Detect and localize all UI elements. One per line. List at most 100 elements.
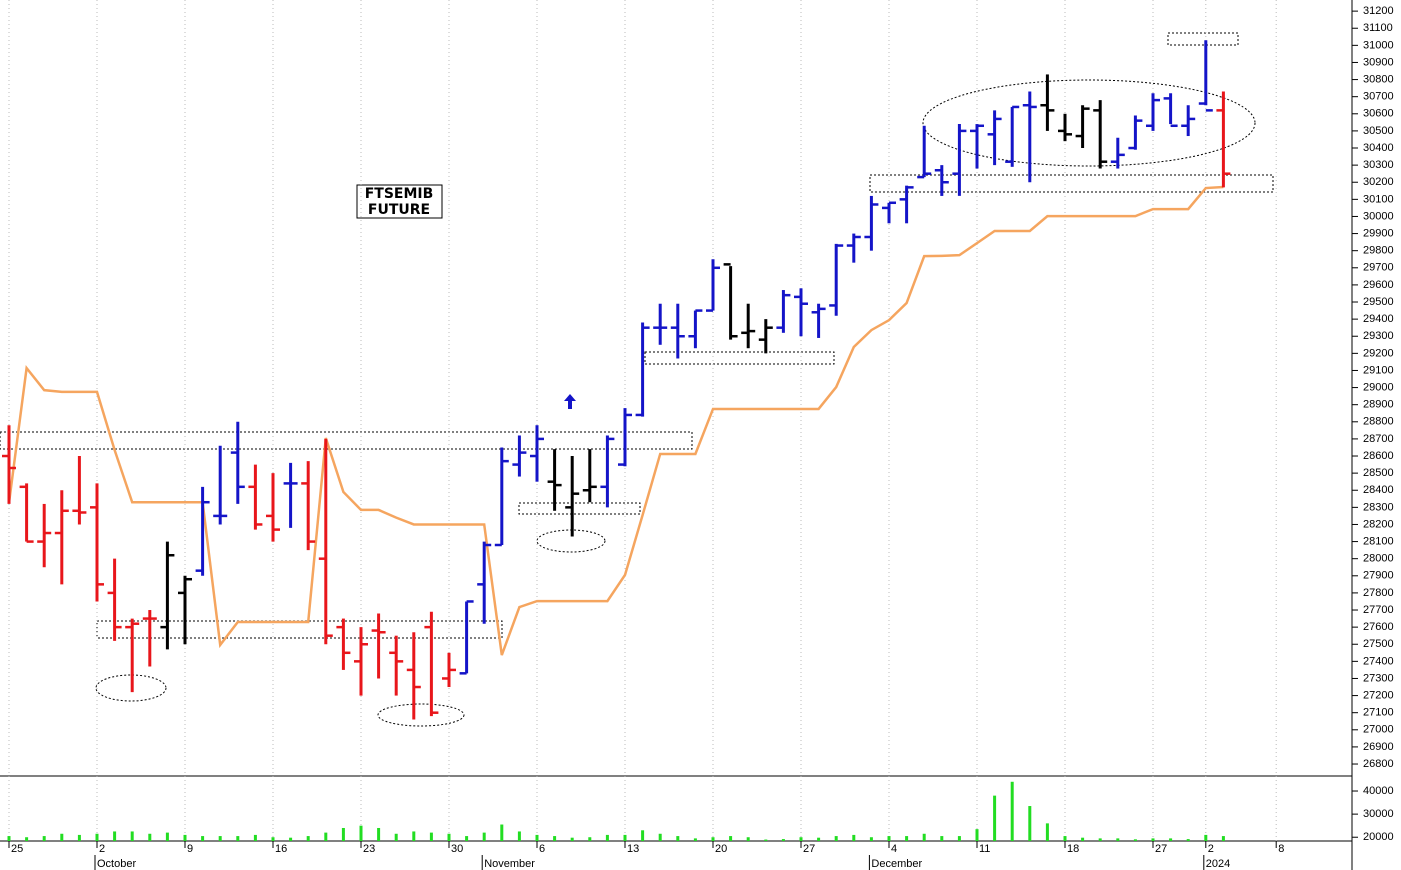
highlight-ellipse — [95, 674, 167, 702]
volume-bar — [289, 837, 293, 841]
volume-bar — [729, 836, 733, 841]
volume-bar — [130, 831, 134, 841]
volume-bar — [42, 836, 46, 841]
y-tick-label: 28400 — [1363, 484, 1394, 496]
y-tick-label: 27400 — [1363, 655, 1394, 667]
support-box — [644, 351, 835, 365]
y-tick-label: 29900 — [1363, 227, 1394, 239]
volume-bar — [799, 837, 803, 841]
volume-bar — [746, 837, 750, 841]
volume-bar — [1028, 806, 1032, 841]
x-tick-label: 16 — [275, 843, 287, 855]
x-tick-label: 11 — [979, 843, 990, 855]
annotations — [0, 32, 1274, 727]
volume-bar — [465, 836, 469, 841]
y-tick-label: 28200 — [1363, 518, 1394, 530]
volume-bar — [1221, 836, 1225, 841]
x-tick-label: 18 — [1067, 843, 1079, 855]
volume-tick-label: 40000 — [1363, 785, 1394, 797]
volume-bar — [781, 839, 785, 841]
volume-bar — [148, 833, 152, 841]
volume-bar — [957, 836, 961, 841]
y-tick-label: 28100 — [1363, 535, 1394, 547]
volume-bar — [218, 836, 222, 841]
y-tick-label: 27600 — [1363, 621, 1394, 633]
volume-bar — [693, 838, 697, 841]
support-box — [869, 174, 1274, 193]
y-tick-label: 30600 — [1363, 108, 1394, 120]
y-tick-label: 27500 — [1363, 638, 1394, 650]
volume-bar — [306, 836, 310, 841]
x-tick-label: 25 — [11, 843, 23, 855]
support-box — [518, 502, 641, 515]
support-box — [96, 620, 503, 639]
volume-bar — [236, 836, 240, 841]
volume-bar — [1151, 838, 1155, 841]
volume-bar — [500, 824, 504, 841]
month-label: 2024 — [1206, 858, 1230, 870]
y-tick-label: 29800 — [1363, 245, 1394, 257]
y-tick-label: 27200 — [1363, 689, 1394, 701]
volume-bar — [975, 829, 979, 841]
y-tick-label: 31100 — [1363, 22, 1393, 34]
volume-bar — [271, 837, 275, 841]
y-tick-label: 28700 — [1363, 433, 1394, 445]
volume-bar — [852, 834, 856, 841]
volume-bar — [1186, 839, 1190, 841]
stop-line — [7, 185, 1224, 656]
x-tick-label: 2 — [99, 843, 105, 855]
x-tick-label: 6 — [539, 843, 545, 855]
volume-bar — [993, 795, 997, 841]
y-tick-label: 31200 — [1363, 5, 1394, 17]
volume-bar — [1045, 823, 1049, 841]
volume-bar — [165, 832, 169, 841]
volume-bar — [1010, 781, 1014, 841]
y-tick-label: 30700 — [1363, 91, 1394, 103]
support-box — [0, 431, 693, 450]
volume-bar — [869, 837, 873, 841]
y-tick-label: 27800 — [1363, 587, 1394, 599]
month-label: October — [97, 858, 136, 870]
volume-bar — [60, 833, 64, 841]
volume-bar — [25, 837, 29, 841]
x-tick-label: 27 — [1155, 843, 1167, 855]
y-tick-label: 29300 — [1363, 330, 1394, 342]
volume-bar — [658, 833, 662, 841]
volume-bar — [922, 833, 926, 841]
y-tick-label: 28800 — [1363, 416, 1394, 428]
y-tick-label: 30500 — [1363, 125, 1394, 137]
y-tick-label: 30200 — [1363, 176, 1394, 188]
y-tick-label: 29200 — [1363, 347, 1394, 359]
chart-title: FUTURE — [368, 202, 430, 218]
y-tick-label: 27000 — [1363, 724, 1394, 736]
y-tick-label: 30100 — [1363, 193, 1394, 205]
volume-bar — [95, 833, 99, 841]
volume-tick-label: 20000 — [1363, 831, 1394, 843]
volume-bar — [412, 831, 416, 841]
volume-bar — [605, 834, 609, 841]
signal-arrow — [564, 394, 576, 409]
volume-bar — [113, 831, 117, 841]
volume-bar — [324, 832, 328, 841]
volume-bar — [553, 836, 557, 841]
highlight-ellipse — [377, 703, 465, 727]
x-tick-label: 20 — [715, 843, 727, 855]
y-tick-label: 30300 — [1363, 159, 1394, 171]
y-tick-label: 29600 — [1363, 279, 1394, 291]
volume-bar — [429, 832, 433, 841]
x-tick-label: 2 — [1208, 843, 1214, 855]
volume-bar — [394, 833, 398, 841]
y-tick-label: 28300 — [1363, 501, 1394, 513]
volume-tick-label: 30000 — [1363, 808, 1394, 820]
volume-bar — [1063, 836, 1067, 841]
volume-bar — [623, 834, 627, 841]
y-tick-label: 30900 — [1363, 56, 1394, 68]
volume-bar — [341, 827, 345, 841]
volume-bar — [253, 834, 257, 841]
volume-bar — [359, 825, 363, 841]
volume-bar — [77, 834, 81, 841]
volume-bar — [7, 836, 11, 841]
volume-bar — [1133, 839, 1137, 841]
y-tick-label: 30000 — [1363, 210, 1394, 222]
month-label: December — [871, 858, 922, 870]
